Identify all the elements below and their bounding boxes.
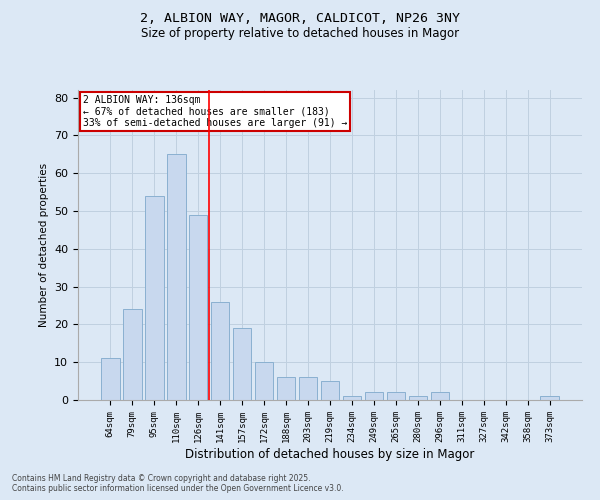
Bar: [255, 362, 274, 400]
Bar: [211, 302, 229, 400]
Bar: [320, 381, 340, 400]
Bar: [299, 378, 317, 400]
Text: Contains public sector information licensed under the Open Government Licence v3: Contains public sector information licen…: [12, 484, 344, 493]
Bar: [123, 310, 142, 400]
Bar: [409, 396, 427, 400]
X-axis label: Distribution of detached houses by size in Magor: Distribution of detached houses by size …: [185, 448, 475, 460]
Y-axis label: Number of detached properties: Number of detached properties: [38, 163, 49, 327]
Text: 2, ALBION WAY, MAGOR, CALDICOT, NP26 3NY: 2, ALBION WAY, MAGOR, CALDICOT, NP26 3NY: [140, 12, 460, 26]
Bar: [431, 392, 449, 400]
Text: Contains HM Land Registry data © Crown copyright and database right 2025.: Contains HM Land Registry data © Crown c…: [12, 474, 311, 483]
Bar: [277, 378, 295, 400]
Text: 2 ALBION WAY: 136sqm
← 67% of detached houses are smaller (183)
33% of semi-deta: 2 ALBION WAY: 136sqm ← 67% of detached h…: [83, 94, 347, 128]
Bar: [541, 396, 559, 400]
Bar: [101, 358, 119, 400]
Bar: [386, 392, 405, 400]
Bar: [365, 392, 383, 400]
Bar: [233, 328, 251, 400]
Bar: [145, 196, 164, 400]
Text: Size of property relative to detached houses in Magor: Size of property relative to detached ho…: [141, 28, 459, 40]
Bar: [189, 215, 208, 400]
Bar: [167, 154, 185, 400]
Bar: [343, 396, 361, 400]
